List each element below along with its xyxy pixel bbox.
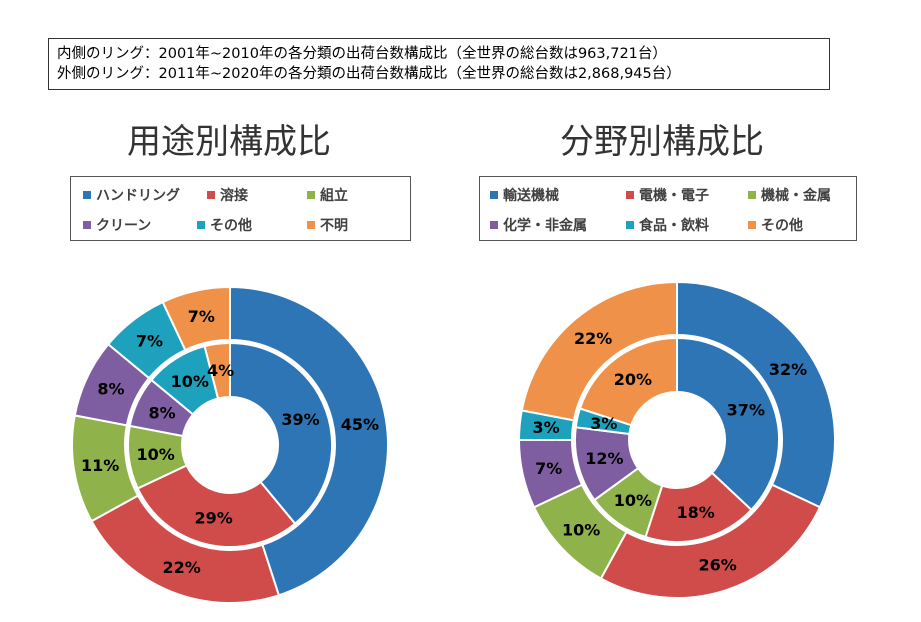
legend-swatch bbox=[83, 191, 91, 199]
inner-ring-data-label: 10% bbox=[171, 372, 209, 391]
legend-item-field-other: その他 bbox=[748, 215, 803, 235]
outer-ring-slice bbox=[229, 285, 389, 597]
legend-swatch bbox=[748, 191, 756, 199]
outer-ring-data-label: 11% bbox=[81, 456, 119, 475]
inner-ring-data-label: 20% bbox=[614, 370, 652, 389]
legend-swatch bbox=[490, 191, 498, 199]
usage-chart-title: 用途別構成比 bbox=[127, 122, 331, 162]
outer-ring-slice bbox=[520, 280, 678, 422]
outer-ring-slice bbox=[676, 280, 836, 509]
legend-item-other: その他 bbox=[197, 215, 252, 235]
outer-ring-description: 外側のリング：2011年~2020年の各分類の出荷台数構成比（全世界の総台数は2… bbox=[57, 66, 681, 82]
field-legend: 輸送機械 電機・電子 機械・金属 化学・非金属 食品・飲料 その他 bbox=[479, 176, 857, 241]
inner-ring-data-label: 10% bbox=[136, 445, 174, 464]
inner-ring-data-label: 39% bbox=[281, 410, 319, 429]
legend-swatch bbox=[197, 221, 205, 229]
inner-ring-data-label: 29% bbox=[194, 509, 232, 528]
legend-item-food: 食品・飲料 bbox=[626, 215, 709, 235]
field-chart-title: 分野別構成比 bbox=[560, 122, 764, 162]
outer-ring-data-label: 32% bbox=[769, 360, 807, 379]
legend-item-handling: ハンドリング bbox=[83, 185, 180, 205]
outer-ring-data-label: 3% bbox=[532, 418, 559, 437]
legend-item-welding: 溶接 bbox=[207, 185, 248, 205]
legend-swatch bbox=[626, 191, 634, 199]
legend-swatch bbox=[83, 221, 91, 229]
legend-swatch bbox=[490, 221, 498, 229]
legend-item-chemical: 化学・非金属 bbox=[490, 215, 587, 235]
legend-item-unknown: 不明 bbox=[307, 215, 348, 235]
usage-donut-chart: 45%22%11%8%7%7%39%29%10%8%10%4% bbox=[71, 285, 389, 604]
inner-ring-data-label: 12% bbox=[585, 449, 623, 468]
outer-ring-data-label: 45% bbox=[341, 415, 379, 434]
inner-ring-data-label: 37% bbox=[727, 401, 765, 420]
inner-ring-data-label: 4% bbox=[207, 361, 234, 380]
inner-ring-slice bbox=[578, 336, 678, 427]
field-donut-chart: 32% 26% 10% 7% 3% 22% 37% 18% 10% 12% 3% 20% bbox=[517, 280, 836, 599]
inner-ring-slice bbox=[676, 336, 780, 512]
legend-item-electronics: 電機・電子 bbox=[626, 185, 709, 205]
outer-ring-data-label: 10% bbox=[562, 521, 600, 540]
inner-ring-description: 内側のリング：2001年~2010年の各分類の出荷台数構成比（全世界の総台数は9… bbox=[57, 46, 667, 62]
usage-legend: ハンドリング 溶接 組立 クリーン その他 不明 bbox=[70, 176, 411, 241]
inner-ring-data-label: 8% bbox=[149, 404, 176, 423]
inner-ring-slice bbox=[136, 464, 297, 548]
legend-swatch bbox=[626, 221, 634, 229]
legend-swatch bbox=[307, 221, 315, 229]
legend-item-transport: 輸送機械 bbox=[490, 185, 559, 205]
legend-swatch bbox=[207, 191, 215, 199]
description-box: 内側のリング：2001年~2010年の各分類の出荷台数構成比（全世界の総台数は9… bbox=[48, 38, 830, 90]
legend-swatch bbox=[307, 191, 315, 199]
outer-ring-data-label: 7% bbox=[136, 332, 163, 351]
legend-item-clean: クリーン bbox=[83, 215, 151, 235]
outer-ring-data-label: 7% bbox=[188, 307, 215, 326]
outer-ring-data-label: 22% bbox=[574, 329, 612, 348]
outer-ring-data-label: 26% bbox=[698, 556, 736, 575]
inner-ring-slice bbox=[203, 341, 231, 400]
legend-item-machinery: 機械・金属 bbox=[748, 185, 831, 205]
outer-ring-data-label: 8% bbox=[97, 380, 124, 399]
outer-ring-data-label: 22% bbox=[162, 558, 200, 577]
inner-ring-data-label: 3% bbox=[590, 414, 617, 433]
legend-swatch bbox=[748, 221, 756, 229]
inner-ring-slice bbox=[229, 341, 333, 526]
outer-ring-slice bbox=[161, 285, 231, 352]
inner-ring-data-label: 18% bbox=[677, 503, 715, 522]
outer-ring-data-label: 7% bbox=[535, 459, 562, 478]
inner-ring-data-label: 10% bbox=[614, 491, 652, 510]
legend-item-assembly: 組立 bbox=[307, 185, 348, 205]
